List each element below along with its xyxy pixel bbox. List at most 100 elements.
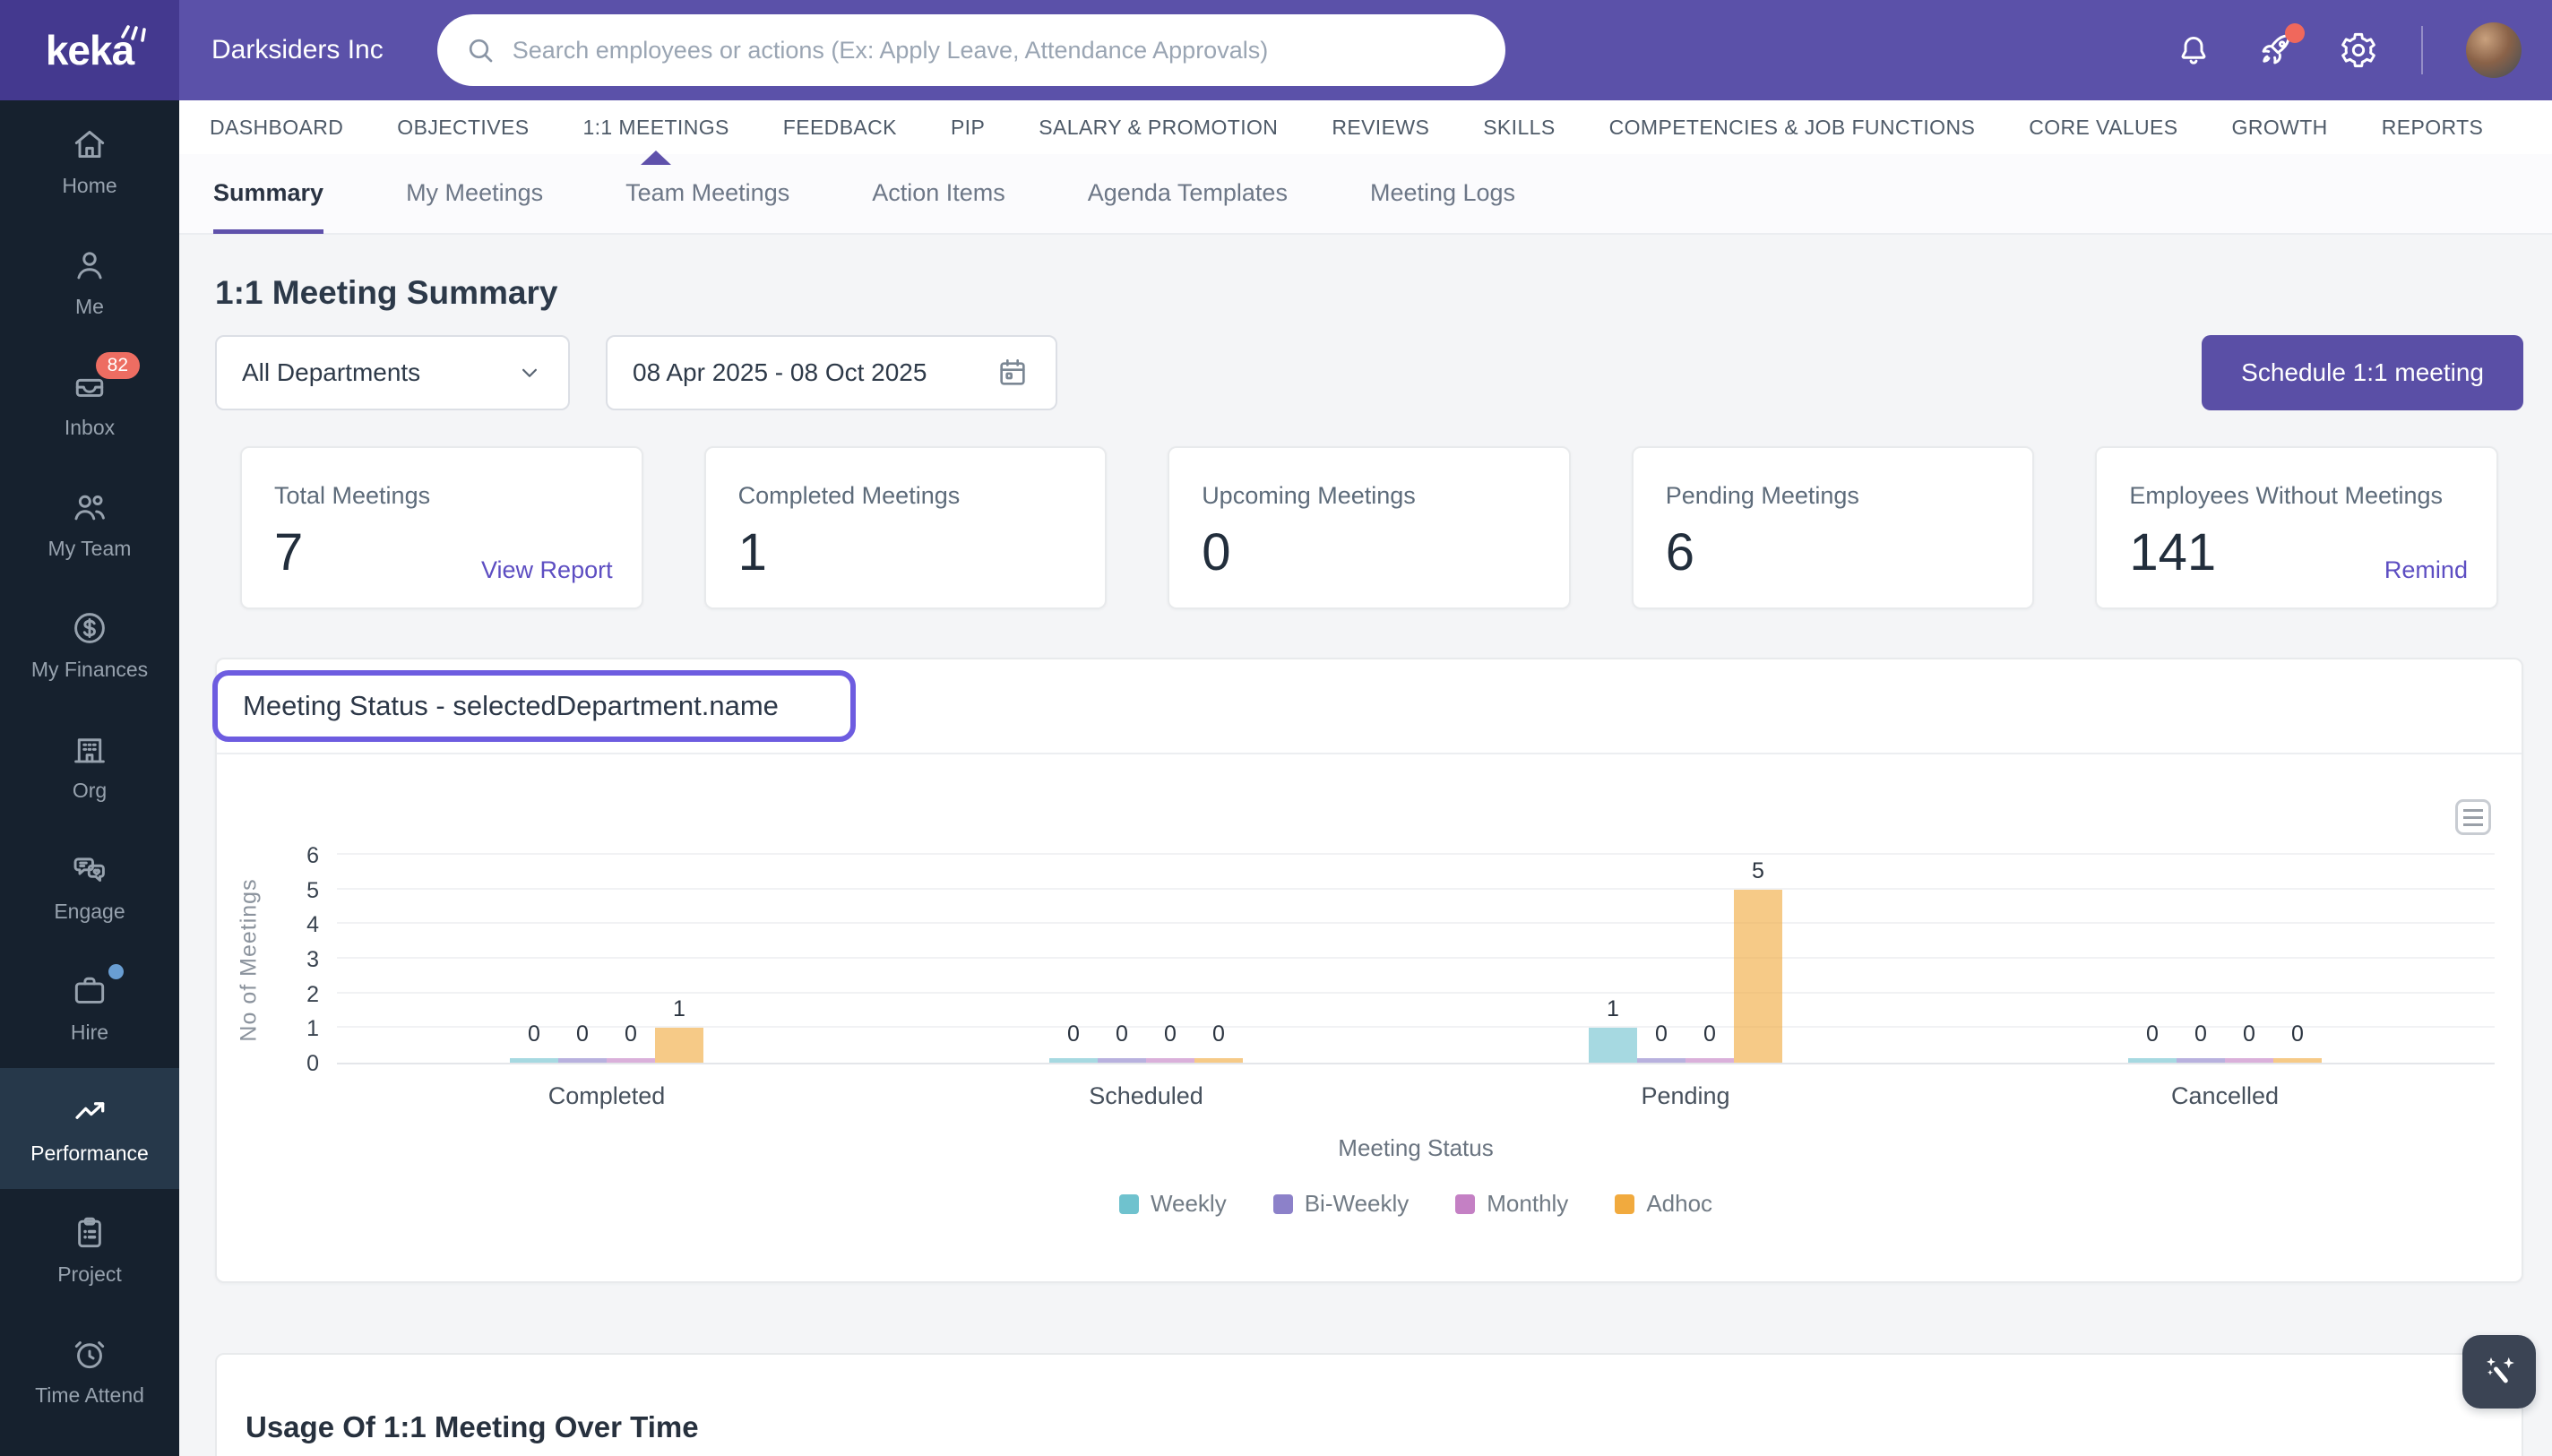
gridline <box>337 853 2495 855</box>
rocket-badge-dot <box>2285 23 2305 43</box>
sidebar-item-me[interactable]: Me <box>0 221 179 342</box>
sidebar-item-home[interactable]: Home <box>0 100 179 221</box>
chart-menu-icon[interactable] <box>2455 799 2491 835</box>
legend-swatch-monthly <box>1455 1194 1475 1214</box>
keka-logo[interactable]: keka <box>0 0 179 100</box>
sidebar-item-org[interactable]: Org <box>0 705 179 826</box>
main-tab-reviews[interactable]: REVIEWS <box>1332 100 1429 154</box>
legend-swatch-weekly <box>1119 1194 1139 1214</box>
main-tab-1-1-meetings[interactable]: 1:1 MEETINGS <box>582 100 729 154</box>
bar-weekly-scheduled <box>1049 1058 1098 1063</box>
sidebar-item-engage[interactable]: Engage <box>0 826 179 947</box>
main-tab-growth[interactable]: GROWTH <box>2232 100 2328 154</box>
search-icon <box>464 34 496 66</box>
bar-value-label: 0 <box>2146 1021 2159 1047</box>
home-icon <box>70 125 109 164</box>
sub-tab-meeting-logs[interactable]: Meeting Logs <box>1370 153 1515 234</box>
y-tick-label: 5 <box>265 878 319 904</box>
legend-item-bi-weekly[interactable]: Bi-Weekly <box>1273 1190 1410 1218</box>
bar-adhoc-cancelled <box>2273 1058 2322 1063</box>
time-attend-icon <box>70 1334 109 1374</box>
y-tick-label: 2 <box>265 982 319 1008</box>
hire-icon <box>70 971 109 1011</box>
meeting-status-title: Meeting Status - selectedDepartment.name <box>243 690 779 722</box>
main-tab-skills[interactable]: SKILLS <box>1483 100 1555 154</box>
sub-tab-agenda-templates[interactable]: Agenda Templates <box>1088 153 1288 234</box>
chart-plot: No of Meetings 01234560001000010050000 <box>337 857 2495 1064</box>
search-input[interactable] <box>513 37 1479 65</box>
bar-bi-weekly-scheduled <box>1098 1058 1146 1063</box>
bar-adhoc-completed <box>655 1028 703 1063</box>
main-tab-salary-promotion[interactable]: SALARY & PROMOTION <box>1039 100 1278 154</box>
sidebar-item-my-finances[interactable]: My Finances <box>0 584 179 705</box>
legend-label: Adhoc <box>1646 1190 1712 1218</box>
bell-icon[interactable] <box>2174 30 2213 70</box>
bar-col: 0 <box>510 1021 558 1063</box>
sub-tab-team-meetings[interactable]: Team Meetings <box>625 153 789 234</box>
sidebar-item-performance[interactable]: Performance <box>0 1068 179 1189</box>
schedule-1-1-meeting-button[interactable]: Schedule 1:1 meeting <box>2202 335 2523 410</box>
finances-icon <box>70 608 109 648</box>
org-icon <box>70 729 109 769</box>
user-avatar[interactable] <box>2466 22 2522 78</box>
sub-tab-action-items[interactable]: Action Items <box>872 153 1005 234</box>
chevron-down-icon <box>516 359 543 386</box>
legend-item-weekly[interactable]: Weekly <box>1119 1190 1227 1218</box>
gear-icon[interactable] <box>2339 30 2378 70</box>
bar-group-cancelled: 0000 <box>1955 857 2495 1063</box>
chart-categories: CompletedScheduledPendingCancelled <box>337 1082 2495 1110</box>
bar-monthly-scheduled <box>1146 1058 1194 1063</box>
legend-label: Weekly <box>1151 1190 1227 1218</box>
bar-col: 5 <box>1734 858 1782 1063</box>
bar-col: 0 <box>1098 1021 1146 1063</box>
page-title: 1:1 Meeting Summary <box>215 274 2523 312</box>
bar-value-label: 0 <box>576 1021 589 1047</box>
meeting-status-card: Meeting Status - selectedDepartment.name… <box>215 658 2523 1283</box>
y-tick-label: 4 <box>265 912 319 938</box>
main-tab-objectives[interactable]: OBJECTIVES <box>397 100 529 154</box>
y-tick-label: 0 <box>265 1051 319 1077</box>
company-name[interactable]: Darksiders Inc <box>211 35 384 65</box>
engage-icon <box>70 850 109 890</box>
legend-label: Bi-Weekly <box>1305 1190 1410 1218</box>
bar-value-label: 0 <box>1067 1021 1080 1047</box>
main-tab-feedback[interactable]: FEEDBACK <box>783 100 897 154</box>
legend-label: Monthly <box>1487 1190 1568 1218</box>
filters-row: All Departments 08 Apr 2025 - 08 Oct 202… <box>215 335 2523 410</box>
bar-col: 1 <box>1589 996 1637 1063</box>
bar-col: 0 <box>1194 1021 1243 1063</box>
remind-link[interactable]: Remind <box>2384 556 2468 584</box>
sidebar-item-my-team[interactable]: My Team <box>0 463 179 584</box>
main-tab-pip[interactable]: PIP <box>951 100 985 154</box>
view-report-link[interactable]: View Report <box>481 556 613 584</box>
hire-notification-dot <box>108 964 124 979</box>
legend-item-monthly[interactable]: Monthly <box>1455 1190 1568 1218</box>
legend-item-adhoc[interactable]: Adhoc <box>1615 1190 1712 1218</box>
main-tab-reports[interactable]: REPORTS <box>2382 100 2484 154</box>
bar-col: 0 <box>1049 1021 1098 1063</box>
sidebar-item-inbox[interactable]: 82 Inbox <box>0 342 179 463</box>
date-range-filter[interactable]: 08 Apr 2025 - 08 Oct 2025 <box>606 335 1057 410</box>
main-tab-competencies[interactable]: COMPETENCIES & JOB FUNCTIONS <box>1609 100 1976 154</box>
bar-value-label: 0 <box>2243 1021 2255 1047</box>
bar-value-label: 0 <box>1164 1021 1177 1047</box>
y-tick-label: 6 <box>265 843 319 869</box>
sub-tab-my-meetings[interactable]: My Meetings <box>406 153 543 234</box>
sub-tab-summary[interactable]: Summary <box>213 153 323 234</box>
department-filter[interactable]: All Departments <box>215 335 570 410</box>
bar-weekly-completed <box>510 1058 558 1063</box>
bar-col: 1 <box>655 996 703 1063</box>
main-tab-core-values[interactable]: CORE VALUES <box>2029 100 2177 154</box>
bar-value-label: 0 <box>528 1021 540 1047</box>
bar-bi-weekly-cancelled <box>2177 1058 2225 1063</box>
rocket-icon[interactable] <box>2256 30 2296 70</box>
magic-wand-button[interactable] <box>2462 1335 2536 1409</box>
sidebar-item-project[interactable]: Project <box>0 1189 179 1310</box>
logo-spark-icon <box>118 14 154 45</box>
bar-col: 0 <box>1686 1021 1734 1063</box>
sidebar-item-time-attend[interactable]: Time Attend <box>0 1310 179 1431</box>
top-header: keka Darksiders Inc <box>0 0 2552 100</box>
sidebar-item-hire[interactable]: Hire <box>0 947 179 1068</box>
main-tab-dashboard[interactable]: DASHBOARD <box>210 100 343 154</box>
chart-legend: Weekly Bi-Weekly Monthly Adhoc <box>337 1190 2495 1218</box>
